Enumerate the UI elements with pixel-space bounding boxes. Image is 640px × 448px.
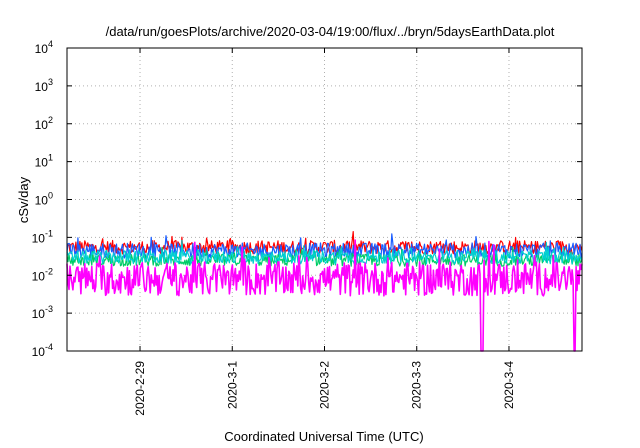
series-line xyxy=(66,239,583,352)
y-tick-base: 10 xyxy=(32,345,46,359)
x-tick-label: 2020-3-2 xyxy=(318,361,332,409)
y-tick-exponent: -4 xyxy=(45,342,53,352)
y-tick-base: 10 xyxy=(32,269,46,283)
x-tick-label: 2020-2-29 xyxy=(133,361,147,416)
y-tick-exponent: 2 xyxy=(48,115,53,125)
y-tick-base: 10 xyxy=(32,307,46,321)
y-tick-exponent: 4 xyxy=(48,39,53,49)
y-tick-exponent: 0 xyxy=(48,191,53,201)
y-tick-label: 102 xyxy=(35,115,53,132)
y-tick-exponent: -2 xyxy=(45,266,53,276)
y-tick-base: 10 xyxy=(32,231,46,245)
series-line xyxy=(66,239,583,265)
y-tick-exponent: 1 xyxy=(48,153,53,163)
x-tick-label: 2020-3-4 xyxy=(502,361,516,409)
chart-title: /data/run/goesPlots/archive/2020-03-04/1… xyxy=(106,24,555,39)
y-tick-exponent: 3 xyxy=(48,77,53,87)
y-tick-base: 10 xyxy=(35,156,49,170)
y-tick-label: 10-3 xyxy=(32,304,53,321)
y-axis-label: cSv/day xyxy=(16,176,31,223)
x-axis-label: Coordinated Universal Time (UTC) xyxy=(224,429,423,444)
y-tick-base: 10 xyxy=(35,194,49,208)
x-tick-label: 2020-3-3 xyxy=(410,361,424,409)
plot-frame xyxy=(66,47,583,352)
y-tick-label: 10-4 xyxy=(32,342,53,359)
y-tick-exponent: -1 xyxy=(45,228,53,238)
y-tick-base: 10 xyxy=(35,118,49,132)
y-tick-label: 10-1 xyxy=(32,228,53,245)
series-line xyxy=(66,231,583,255)
series-group xyxy=(66,231,583,352)
y-tick-label: 100 xyxy=(35,191,53,208)
y-tick-label: 10-2 xyxy=(32,266,53,283)
y-tick-base: 10 xyxy=(35,80,49,94)
y-tick-exponent: -3 xyxy=(45,304,53,314)
y-tick-label: 103 xyxy=(35,77,53,94)
x-axis: 2020-2-29 2020-3-1 2020-3-2 2020-3-3 2020-3-… xyxy=(133,48,516,416)
grid xyxy=(67,48,582,351)
x-tick-label: 2020-3-1 xyxy=(225,361,239,409)
y-tick-label: 101 xyxy=(35,153,53,170)
y-tick-base: 10 xyxy=(35,42,49,56)
y-tick-label: 104 xyxy=(35,39,53,56)
